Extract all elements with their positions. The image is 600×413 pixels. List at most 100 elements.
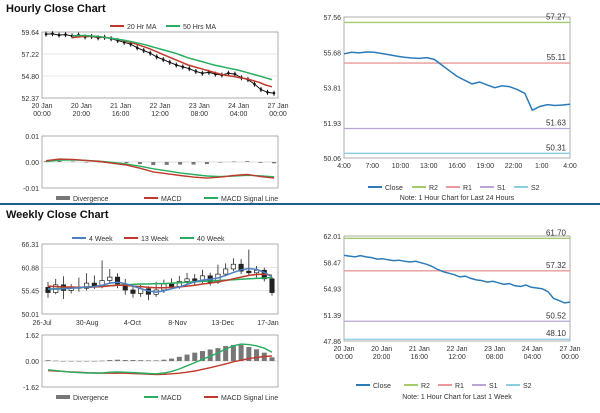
weekly-price-y-tick: 60.88 xyxy=(21,265,39,272)
weekly-price-legend-label: 40 Week xyxy=(197,236,225,243)
weekly-ma13-series xyxy=(47,273,273,289)
weekly-right-legend-label: Close xyxy=(373,383,391,390)
weekly-macd-y-tick: 1.62 xyxy=(25,333,39,340)
hourly-price-legend-label: 20 Hr MA xyxy=(127,24,157,31)
weekly-section-title: Weekly Close Chart xyxy=(6,209,109,221)
weekly-right-y-tick: 54.93 xyxy=(323,287,341,294)
weekly-divergence-bar xyxy=(254,349,260,361)
weekly-level-label: 61.70 xyxy=(546,228,567,237)
hourly-divergence-bar xyxy=(191,162,196,165)
hourly-price-legend-label: 50 Hrs MA xyxy=(183,24,216,31)
weekly-divergence-bar xyxy=(130,360,136,361)
hourly-right-y-tick: 53.81 xyxy=(323,86,341,93)
weekly-macd-y-tick: -1.62 xyxy=(23,385,39,392)
weekly-right-legend-label: R2 xyxy=(421,383,430,390)
weekly-ma4-series xyxy=(47,267,273,293)
hourly-right-close-series xyxy=(343,51,571,112)
hourly-macd-legend-label: MACD xyxy=(161,196,182,203)
hourly-price-x-tick: 21 Jan xyxy=(110,103,131,110)
weekly-price-x-tick: 30-Aug xyxy=(76,320,99,327)
weekly-candle-body xyxy=(223,268,229,275)
weekly-divergence-bar xyxy=(45,360,51,361)
hourly-price-x-tick: 00:00 xyxy=(269,111,287,118)
hourly-divergence-bar xyxy=(57,160,62,162)
weekly-price-x-tick: 8-Nov xyxy=(168,320,187,327)
weekly-candle-body xyxy=(254,269,260,274)
weekly-candle-body xyxy=(130,289,136,294)
hourly-macd-legend-swatch xyxy=(56,196,70,200)
hourly-price-x-tick: 22 Jan xyxy=(149,103,170,110)
weekly-price-x-tick: 4-Oct xyxy=(124,320,141,327)
weekly-divergence-bar xyxy=(138,360,144,361)
weekly-level-label: 57.32 xyxy=(546,261,567,270)
hourly-right-frame xyxy=(343,16,571,159)
weekly-price-x-tick: 13-Dec xyxy=(212,320,235,327)
hourly-right-legend-label: Close xyxy=(385,185,403,192)
weekly-right-x-tick: 20:00 xyxy=(373,354,391,361)
hourly-price-x-tick: 20 Jan xyxy=(31,103,52,110)
weekly-divergence-bar xyxy=(269,357,275,361)
weekly-price-legend-label: 4 Week xyxy=(89,236,113,243)
hourly-level-label: 51.63 xyxy=(546,118,567,127)
hourly-divergence-bar xyxy=(151,162,156,166)
weekly-divergence-bar xyxy=(169,358,175,361)
hourly-ma20-series xyxy=(71,35,273,88)
hourly-right-x-tick: 10:00 xyxy=(392,163,410,170)
weekly-candle-body xyxy=(169,283,175,287)
weekly-divergence-bar xyxy=(68,361,74,362)
weekly-price-y-tick: 55.45 xyxy=(21,289,39,296)
hourly-price-y-tick: 57.22 xyxy=(21,52,39,59)
weekly-right-x-tick: 20 Jan xyxy=(333,346,354,353)
hourly-divergence-bar xyxy=(84,162,89,163)
weekly-divergence-bar xyxy=(161,359,167,361)
hourly-signal-series xyxy=(45,159,275,178)
weekly-divergence-bar xyxy=(246,347,252,361)
hourly-right-legend-label: S2 xyxy=(531,185,540,192)
hourly-right-x-tick: 22:00 xyxy=(505,163,523,170)
hourly-divergence-bar xyxy=(44,161,48,162)
hourly-divergence-bar xyxy=(70,161,75,162)
weekly-divergence-bar xyxy=(84,361,90,362)
weekly-macd-y-tick: 0.00 xyxy=(25,359,39,366)
weekly-macd-legend-swatch xyxy=(56,395,70,399)
hourly-right-x-tick: 16:00 xyxy=(448,163,466,170)
hourly-divergence-bar xyxy=(218,162,223,163)
weekly-macd-legend-label: MACD xyxy=(161,395,182,402)
weekly-divergence-bar xyxy=(53,360,59,362)
hourly-macd-y-tick: 0.01 xyxy=(25,134,39,141)
weekly-signal-series xyxy=(47,355,273,376)
hourly-right-legend-label: R1 xyxy=(463,185,472,192)
weekly-price-frame xyxy=(41,243,279,315)
weekly-right-x-tick: 23 Jan xyxy=(484,346,505,353)
hourly-right-legend-label: S1 xyxy=(497,185,506,192)
weekly-divergence-bar xyxy=(207,349,213,361)
weekly-price-legend-label: 13 Week xyxy=(141,236,169,243)
hourly-price-frame xyxy=(41,31,279,99)
weekly-divergence-bar xyxy=(99,360,105,362)
weekly-right-x-tick: 22 Jan xyxy=(446,346,467,353)
hourly-divergence-bar xyxy=(245,161,250,162)
hourly-price-x-tick: 20 Jan xyxy=(71,103,92,110)
hourly-divergence-bar xyxy=(258,162,263,163)
hourly-price-x-tick: 23 Jan xyxy=(189,103,210,110)
weekly-divergence-bar xyxy=(176,356,182,361)
weekly-right-x-tick: 12:00 xyxy=(448,354,466,361)
weekly-divergence-bar xyxy=(223,346,229,361)
hourly-macd-y-tick: 0.00 xyxy=(25,160,39,167)
weekly-price-x-tick: 26-Jul xyxy=(32,320,52,327)
hourly-macd-series xyxy=(45,158,275,179)
weekly-candle-body xyxy=(107,276,113,281)
hourly-divergence-bar xyxy=(137,162,142,165)
weekly-candle-body xyxy=(84,282,90,289)
weekly-right-x-tick: 00:00 xyxy=(561,354,579,361)
hourly-price-y-tick: 59.64 xyxy=(21,30,39,37)
weekly-macd-series xyxy=(47,343,273,375)
weekly-right-x-tick: 20 Jan xyxy=(371,346,392,353)
weekly-right-y-tick: 58.47 xyxy=(323,260,341,267)
hourly-price-x-tick: 04:00 xyxy=(230,111,248,118)
weekly-right-y-tick: 62.01 xyxy=(323,234,341,241)
hourly-divergence-bar xyxy=(231,161,236,162)
hourly-right-legend-label: R2 xyxy=(429,185,438,192)
hourly-close-series xyxy=(45,33,275,94)
hourly-price-x-tick: 08:00 xyxy=(191,111,209,118)
